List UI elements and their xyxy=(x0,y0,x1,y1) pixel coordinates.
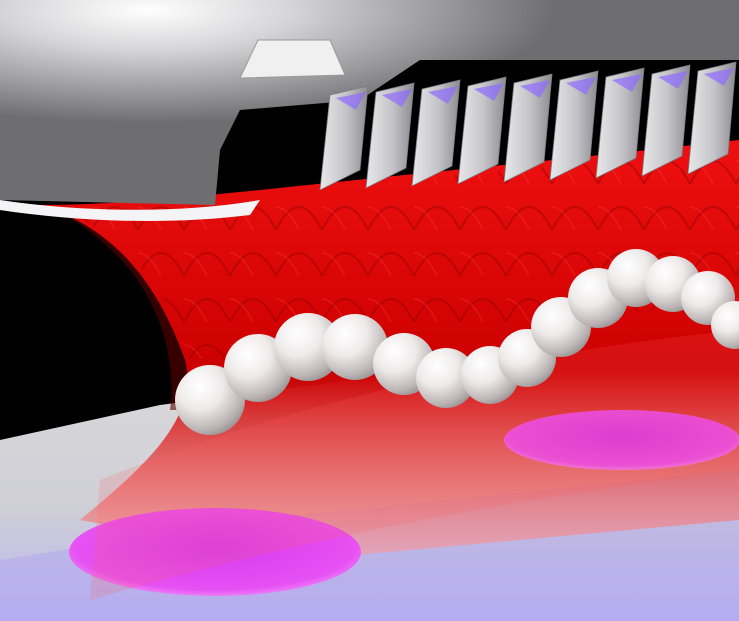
fin-highlight xyxy=(520,80,550,98)
fin-row xyxy=(319,61,737,191)
fin xyxy=(319,85,369,191)
fin-highlight xyxy=(336,92,366,110)
bead xyxy=(274,313,342,381)
magenta-disk-right xyxy=(504,410,739,470)
fin xyxy=(503,73,553,183)
fin-highlight xyxy=(658,71,688,89)
bead xyxy=(711,301,739,349)
fin-highlight xyxy=(566,77,596,95)
fin xyxy=(641,64,691,177)
fin-highlight xyxy=(382,89,412,107)
fin xyxy=(411,79,461,187)
fin xyxy=(457,76,507,185)
fin xyxy=(595,67,645,179)
fin xyxy=(687,61,737,175)
fin-highlight xyxy=(428,86,458,104)
fin-highlight xyxy=(612,74,642,92)
fin-highlight xyxy=(474,83,504,101)
roof-rim xyxy=(0,200,260,222)
grey-roof xyxy=(0,0,739,205)
fin xyxy=(549,70,599,181)
roof-cap xyxy=(239,39,346,79)
fin-highlight xyxy=(704,68,734,86)
bead xyxy=(322,314,388,380)
fin xyxy=(365,82,415,189)
bead-chain xyxy=(175,249,739,435)
magenta-disk-left xyxy=(69,508,361,596)
membrane-shadow-edge xyxy=(40,205,188,410)
membrane-veil xyxy=(90,330,739,600)
bead xyxy=(416,348,476,408)
